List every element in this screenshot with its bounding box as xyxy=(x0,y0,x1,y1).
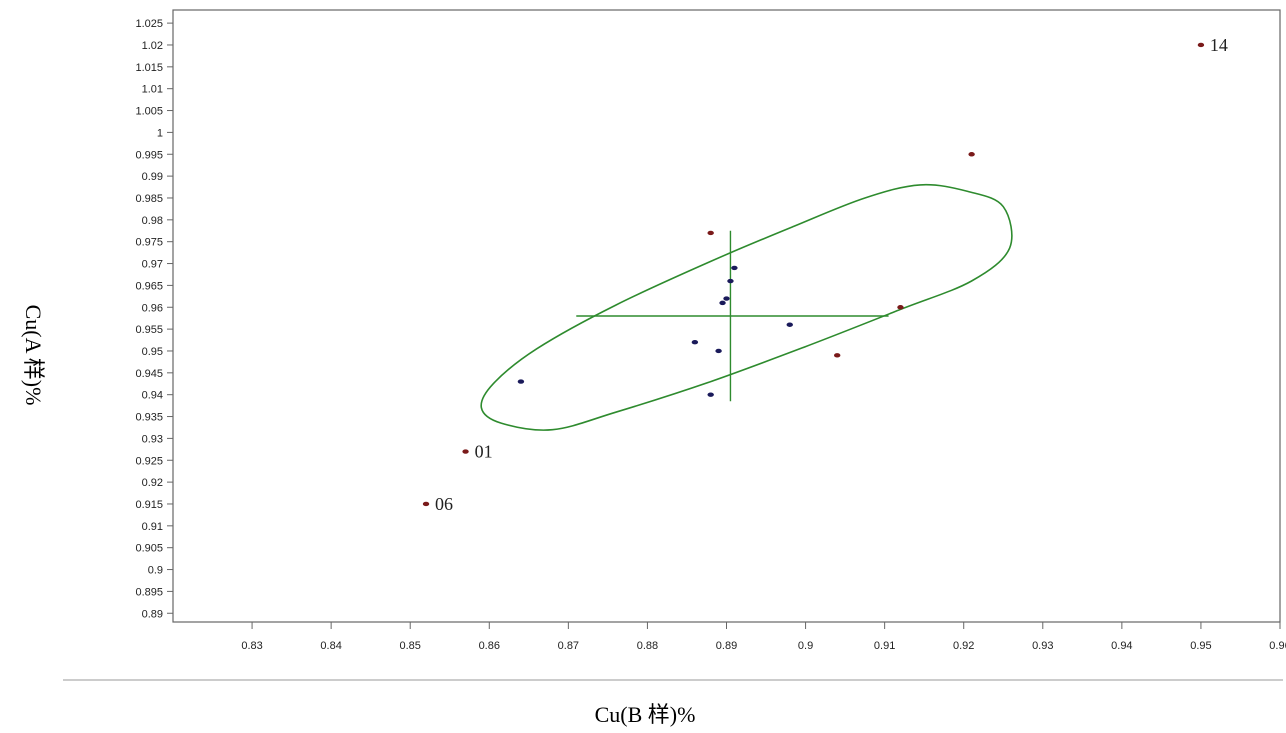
x-tick-label: 0.88 xyxy=(637,640,658,652)
confidence-ellipse xyxy=(480,183,1013,431)
y-tick-label: 0.94 xyxy=(142,390,163,402)
y-tick-label: 1.015 xyxy=(135,62,163,74)
y-tick-label: 0.985 xyxy=(135,193,163,205)
data-point xyxy=(517,379,525,384)
data-point xyxy=(834,353,841,358)
x-tick-label: 0.94 xyxy=(1111,640,1132,652)
y-tick-label: 0.91 xyxy=(142,521,163,533)
data-point xyxy=(786,322,793,327)
point-label: 01 xyxy=(475,442,493,462)
y-tick-label: 0.895 xyxy=(135,586,163,598)
y-tick-label: 1 xyxy=(157,127,163,139)
x-tick-label: 0.87 xyxy=(558,640,579,652)
y-tick-label: 0.98 xyxy=(142,215,163,227)
x-axis-title: Cu(B 样)% xyxy=(595,702,696,727)
data-point xyxy=(727,278,734,284)
data-point xyxy=(897,305,904,310)
x-tick-label: 0.85 xyxy=(400,640,421,652)
point-label: 06 xyxy=(435,494,453,514)
x-axis: 0.83 0.84 0.85 0.86 0.87 0.88 0.89 0.9 0.91 0.92 0… xyxy=(241,622,1286,652)
x-tick-label: 0.93 xyxy=(1032,640,1053,652)
y-tick-label: 0.96 xyxy=(142,302,163,314)
ellipse-outline xyxy=(480,183,1013,431)
y-tick-label: 1.01 xyxy=(142,84,163,96)
x-tick-label: 0.96 xyxy=(1269,640,1286,652)
x-tick-label: 0.89 xyxy=(716,640,737,652)
y-tick-label: 0.97 xyxy=(142,259,163,271)
x-tick-label: 0.83 xyxy=(241,640,262,652)
y-tick-label: 0.965 xyxy=(135,280,163,292)
data-point xyxy=(462,449,469,454)
data-point xyxy=(968,152,975,157)
point-label: 14 xyxy=(1210,35,1228,55)
y-axis-title: Cu(A 样)% xyxy=(21,305,46,406)
x-tick-label: 0.86 xyxy=(479,640,500,652)
x-tick-label: 0.92 xyxy=(953,640,974,652)
y-tick-label: 0.915 xyxy=(135,499,163,511)
y-tick-label: 1.005 xyxy=(135,106,163,118)
x-tick-label: 0.91 xyxy=(874,640,895,652)
y-tick-label: 0.905 xyxy=(135,543,163,555)
y-tick-label: 0.935 xyxy=(135,412,163,424)
y-tick-label: 1.02 xyxy=(142,40,163,52)
y-tick-label: 0.995 xyxy=(135,149,163,161)
data-point xyxy=(691,340,699,345)
data-point xyxy=(422,501,430,507)
y-tick-label: 0.95 xyxy=(142,346,163,358)
data-point xyxy=(707,230,714,236)
y-tick-label: 0.93 xyxy=(142,433,163,445)
data-point xyxy=(715,348,722,354)
data-points: 01 06 14 xyxy=(422,35,1228,514)
data-point xyxy=(731,265,738,271)
y-tick-label: 0.925 xyxy=(135,455,163,467)
y-tick-label: 0.99 xyxy=(142,171,163,183)
y-tick-label: 0.9 xyxy=(148,565,163,577)
x-tick-label: 0.84 xyxy=(320,640,341,652)
y-tick-label: 0.975 xyxy=(135,237,163,249)
y-tick-label: 0.92 xyxy=(142,477,163,489)
data-point xyxy=(723,296,730,301)
y-tick-label: 1.025 xyxy=(135,18,163,30)
data-point xyxy=(719,300,726,306)
data-point xyxy=(707,392,714,397)
y-tick-label: 0.89 xyxy=(142,608,163,620)
data-point xyxy=(1197,42,1205,48)
x-tick-label: 0.9 xyxy=(798,640,813,652)
y-axis: 0.89 0.895 0.9 0.905 0.91 0.915 0.92 0.925 0.93 0… xyxy=(135,18,173,620)
y-tick-label: 0.945 xyxy=(135,368,163,380)
y-tick-label: 0.955 xyxy=(135,324,163,336)
x-tick-label: 0.95 xyxy=(1190,640,1211,652)
